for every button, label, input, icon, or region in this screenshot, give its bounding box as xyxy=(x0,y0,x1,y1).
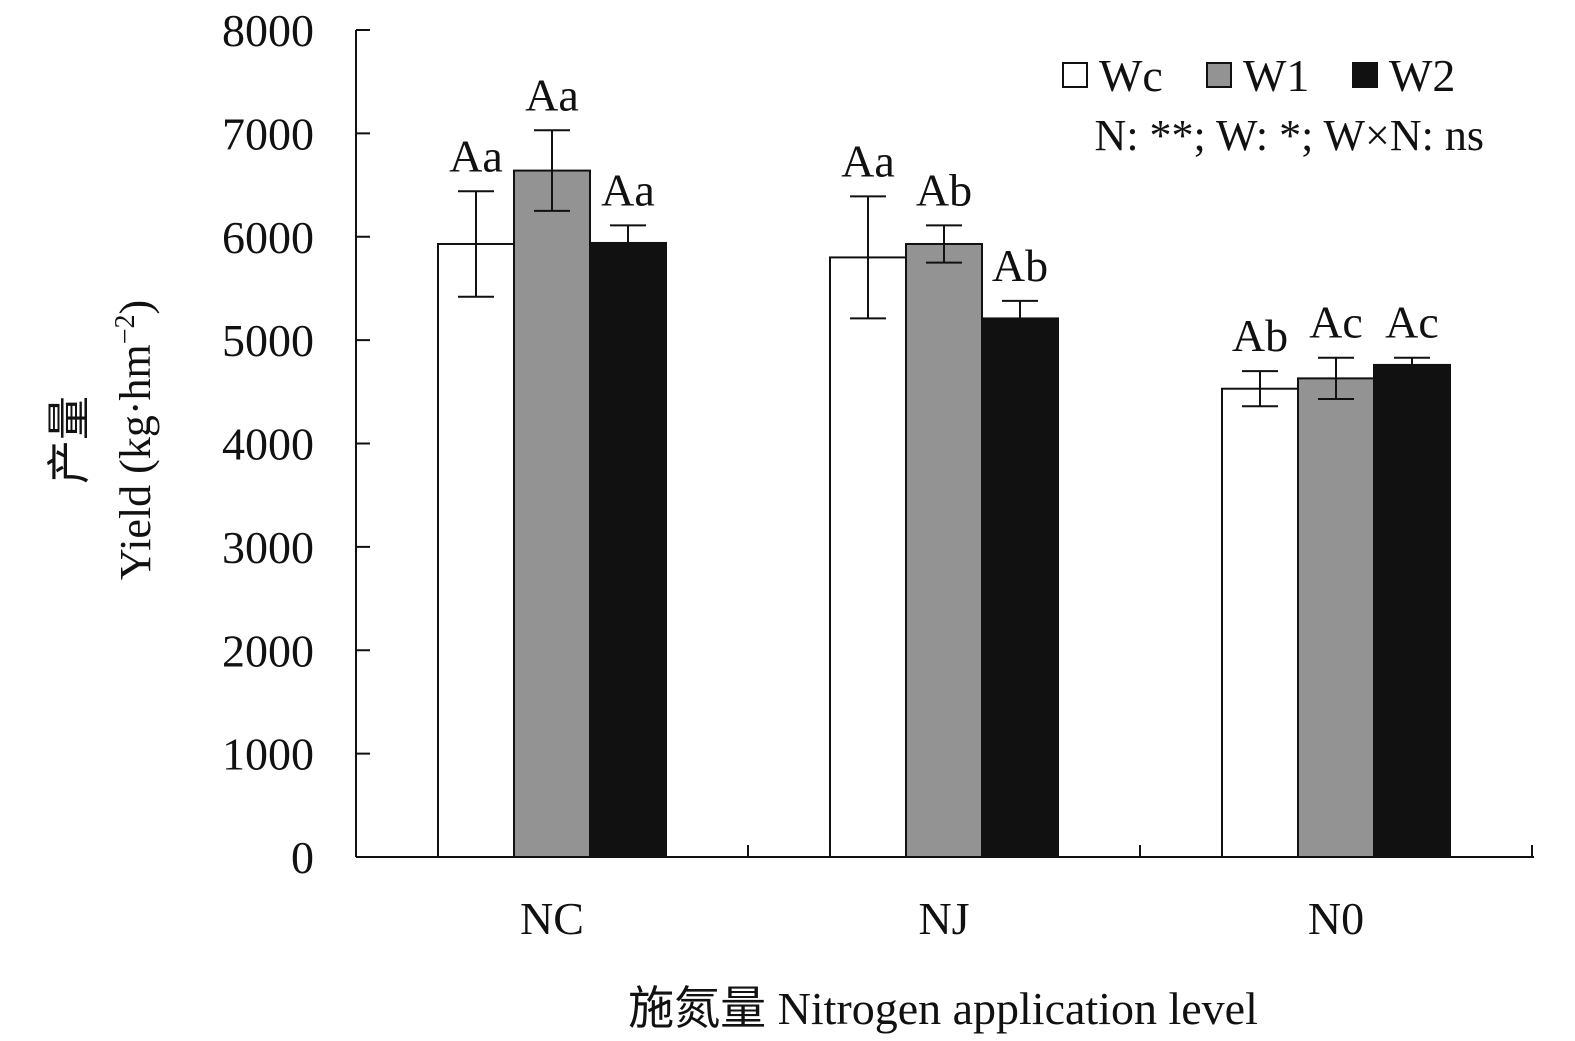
significance-label: Aa xyxy=(525,69,579,120)
x-tick-label: NC xyxy=(520,893,584,944)
y-tick-label: 2000 xyxy=(222,625,314,676)
significance-label: Aa xyxy=(601,164,655,215)
legend-swatch xyxy=(1062,62,1088,88)
bar xyxy=(589,241,667,858)
y-axis-label: 产量 Yield (kg·hm−2) xyxy=(45,300,160,580)
bars: Aa Aa Aa Aa Ab Ab Ab Ac Ac xyxy=(437,69,1451,858)
legend-label: W1 xyxy=(1243,50,1309,101)
legend: Wc W1 W2 xyxy=(1062,50,1455,101)
significance-label: Ab xyxy=(916,164,972,215)
y-tick-label: 0 xyxy=(291,832,314,883)
legend-label: W2 xyxy=(1389,50,1455,101)
significance-label: Aa xyxy=(449,130,503,181)
bar xyxy=(513,169,591,858)
y-axis-label-main: Yield (kg·hm xyxy=(111,344,160,580)
x-axis-label: 施氮量 Nitrogen application level xyxy=(628,983,1258,1034)
y-tick-label: 1000 xyxy=(222,729,314,780)
bar xyxy=(981,317,1059,858)
legend-swatch xyxy=(1206,62,1232,88)
x-tick-label: N0 xyxy=(1308,893,1364,944)
significance-label: Ab xyxy=(1232,310,1288,361)
y-tick-label: 8000 xyxy=(222,5,314,56)
legend-swatch xyxy=(1352,62,1378,88)
y-axis-label-sup: −2 xyxy=(110,315,141,345)
y-axis-label-close: ) xyxy=(111,300,160,315)
legend-label: Wc xyxy=(1099,50,1163,101)
bar xyxy=(1373,363,1451,858)
y-tick-label: 4000 xyxy=(222,419,314,470)
significance-label: Ac xyxy=(1385,297,1439,348)
x-tick-label: NJ xyxy=(918,893,969,944)
axes: 0 1000 2000 3000 4000 5000 6000 7000 8000 NC NJ N0 xyxy=(222,5,1534,944)
bar xyxy=(905,242,983,858)
y-axis-label-en: Yield (kg·hm−2) xyxy=(110,300,160,580)
significance-label: Aa xyxy=(841,135,895,186)
significance-label: Ac xyxy=(1309,297,1363,348)
y-tick-label: 7000 xyxy=(222,108,314,159)
significance-annotation: N: **; W: *; W×N: ns xyxy=(1095,111,1484,160)
y-tick-label: 6000 xyxy=(222,212,314,263)
bar xyxy=(1221,387,1299,858)
y-axis-label-cn: 产量 xyxy=(45,396,94,484)
bar xyxy=(829,256,907,858)
y-tick-label: 5000 xyxy=(222,315,314,366)
significance-label: Ab xyxy=(992,240,1048,291)
bar xyxy=(437,242,515,858)
bar xyxy=(1297,377,1375,858)
y-tick-label: 3000 xyxy=(222,522,314,573)
